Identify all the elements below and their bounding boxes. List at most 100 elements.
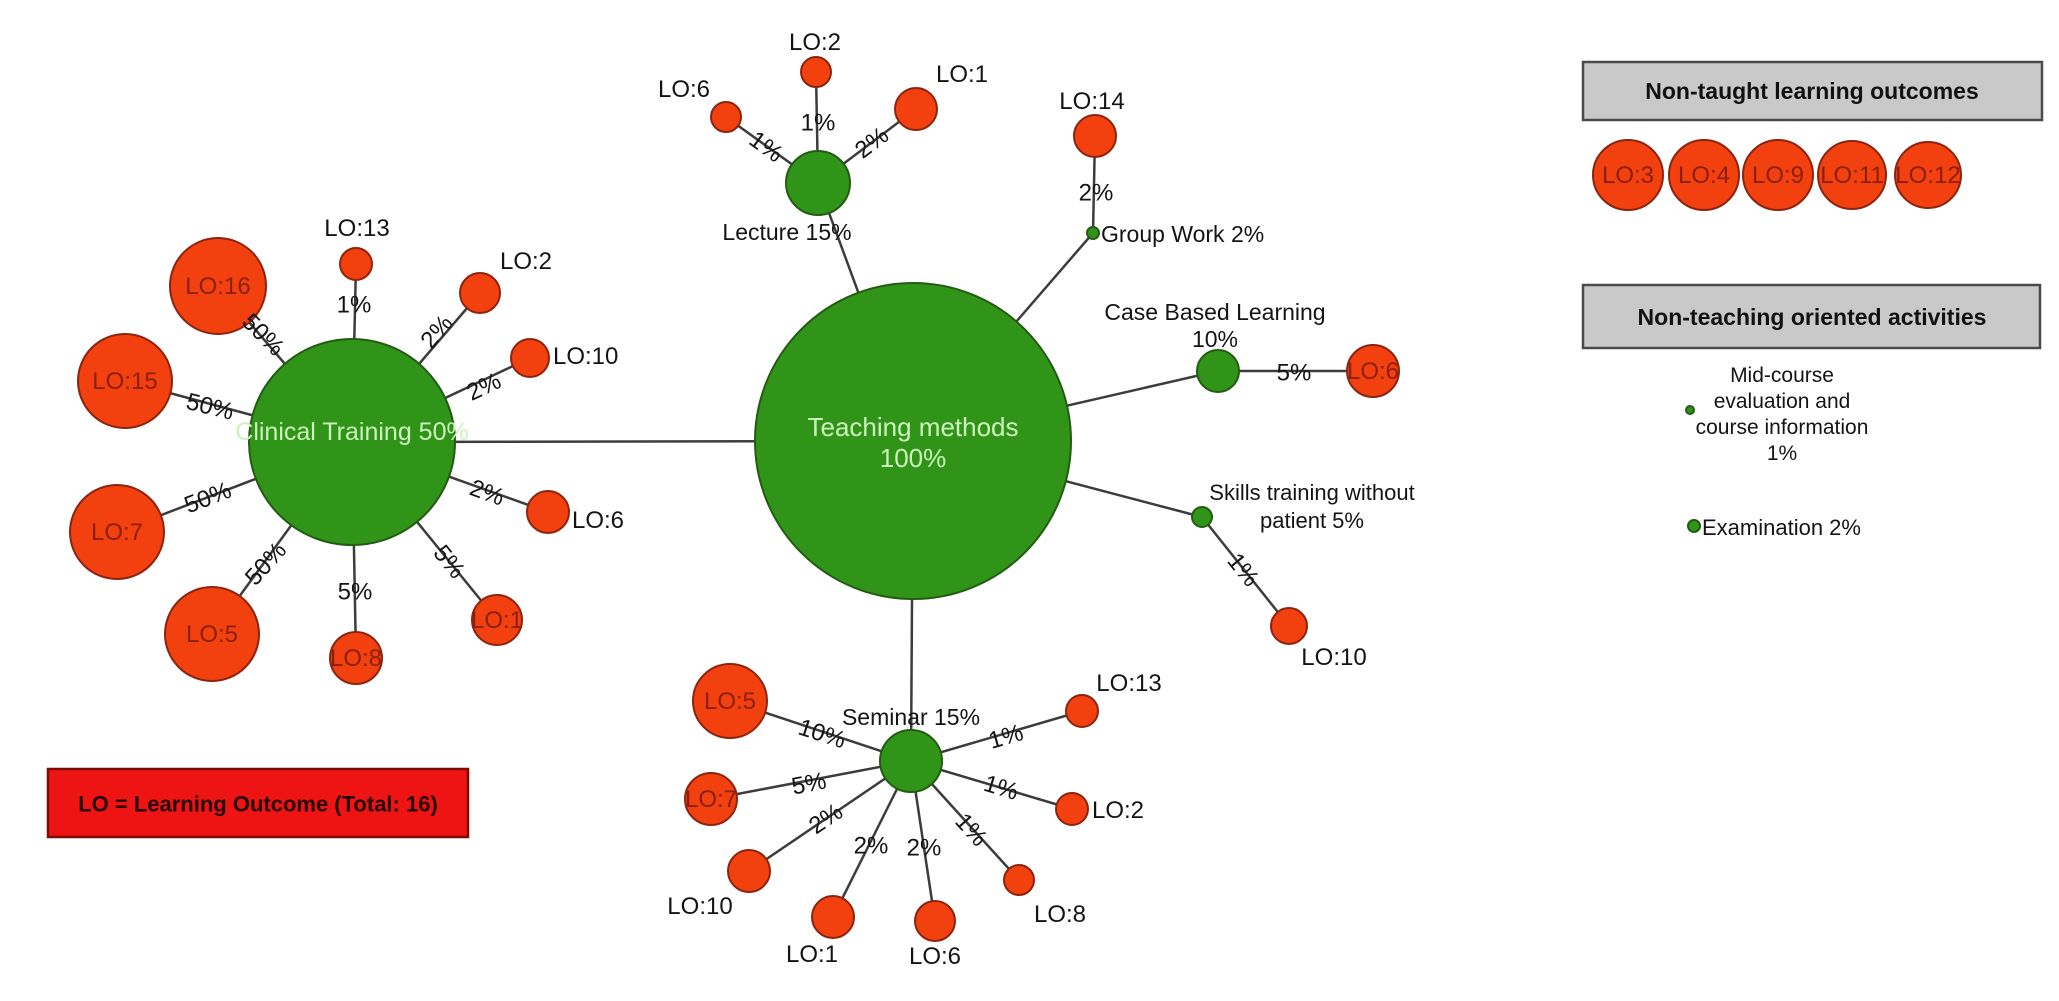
node-seminar-lo2 [1055, 792, 1089, 826]
label-lecture-lo1: LO:1 [936, 61, 988, 88]
edge-label-case-based-learning-casebased-lo6: 5% [1277, 360, 1312, 387]
node-lecture-lo6 [710, 101, 742, 133]
edge-label-clinical-training-clinical-lo15: 50% [183, 388, 236, 426]
label-clinical-training: Clinical Training 50% [235, 418, 468, 446]
node-nontaught-lo9 [1742, 139, 1814, 211]
label-clinical-lo1: LO:1 [471, 607, 523, 634]
node-clinical-lo13 [339, 247, 373, 281]
label-lecture-lo2: LO:2 [789, 29, 841, 56]
label-clinical-lo15: LO:15 [92, 368, 157, 395]
node-lecture-lo2 [800, 56, 832, 88]
edge-label-seminar-seminar-lo7: 5% [789, 767, 828, 800]
label-lecture: Lecture 15% [722, 219, 851, 245]
edge-label-lecture-lecture-lo2: 1% [801, 110, 836, 137]
node-nontaught-lo11 [1817, 140, 1887, 210]
node-seminar-lo1 [811, 895, 855, 939]
edge-seminar-seminar-lo10 [748, 759, 912, 873]
non-taught-header-box [1581, 60, 2044, 122]
label-seminar-lo8: LO:8 [1034, 901, 1086, 928]
edge-label-lecture-lecture-lo6: 1% [744, 126, 788, 168]
node-nontaught-lo3 [1592, 139, 1664, 211]
node-groupwork-lo14 [1073, 114, 1117, 158]
label-groupwork-lo14: LO:14 [1059, 88, 1124, 115]
edge-label-clinical-training-clinical-lo7: 50% [181, 477, 236, 519]
label-seminar-lo7: LO:7 [685, 786, 737, 813]
label-examination: Examination 2% [1702, 515, 1861, 540]
label-seminar-lo1: LO:1 [786, 941, 838, 968]
node-skills-lo10 [1270, 607, 1308, 645]
edge-label-seminar-seminar-lo6: 2% [907, 835, 942, 862]
non-teaching-header-box [1581, 283, 2042, 350]
non-taught-header-title: Non-taught learning outcomes [1645, 78, 1979, 104]
node-skills-training [1191, 506, 1213, 528]
label-clinical-lo16: LO:16 [185, 273, 250, 300]
label-clinical-lo10: LO:10 [553, 343, 618, 370]
edge-label-clinical-training-clinical-lo8: 5% [338, 579, 373, 606]
legend-text: LO = Learning Outcome (Total: 16) [78, 792, 438, 817]
label-nontaught-lo3: LO:3 [1602, 162, 1654, 189]
node-clinical-lo1 [471, 594, 523, 646]
edge-label-seminar-seminar-lo5: 10% [795, 714, 849, 755]
node-teaching-methods [754, 282, 1072, 600]
edge-label-seminar-seminar-lo13: 1% [986, 719, 1027, 755]
label-skills-lo10: LO:10 [1301, 644, 1366, 671]
node-seminar-lo13 [1065, 694, 1099, 728]
label-seminar-lo6: LO:6 [909, 943, 961, 970]
nodes-layer [69, 56, 1962, 942]
node-clinical-lo7 [69, 484, 165, 580]
node-casebased-lo6 [1346, 344, 1400, 398]
node-clinical-lo5 [164, 586, 260, 682]
node-seminar-lo5 [692, 663, 768, 739]
label-seminar-lo10: LO:10 [667, 893, 732, 920]
label-clinical-lo8: LO:8 [330, 645, 382, 672]
label-skills-training: Skills training without patient 5% [1209, 480, 1414, 533]
node-lecture [785, 150, 851, 216]
node-seminar [879, 729, 943, 793]
label-midcourse-evaluation: Mid-course evaluation and course informati… [1696, 364, 1869, 465]
edge-label-clinical-training-clinical-lo2: 2% [415, 310, 458, 354]
edge-label-seminar-seminar-lo2: 1% [980, 770, 1021, 806]
label-casebased-lo6: LO:6 [1347, 358, 1399, 385]
label-clinical-lo2: LO:2 [500, 248, 552, 275]
edge-label-clinical-training-clinical-lo13: 1% [337, 292, 372, 319]
label-seminar: Seminar 15% [842, 704, 980, 730]
non-teaching-panel: Non-teaching oriented activities [1581, 283, 2042, 350]
label-clinical-lo13: LO:13 [324, 215, 389, 242]
label-nontaught-lo4: LO:4 [1678, 162, 1730, 189]
node-clinical-lo10 [510, 338, 550, 378]
node-case-based-learning [1196, 349, 1240, 393]
label-seminar-lo5: LO:5 [704, 688, 756, 715]
edge-label-clinical-training-clinical-lo6: 2% [466, 474, 508, 511]
node-clinical-lo16 [169, 237, 267, 335]
node-lecture-lo1 [894, 87, 938, 131]
edge-label-seminar-seminar-lo10: 2% [804, 798, 848, 840]
label-clinical-lo5: LO:5 [186, 621, 238, 648]
node-nontaught-lo12 [1894, 141, 1962, 209]
edge-skills-training-skills-lo10 [1201, 516, 1290, 627]
node-seminar-lo6 [914, 900, 956, 942]
label-seminar-lo2: LO:2 [1092, 797, 1144, 824]
edge-seminar-seminar-lo7 [710, 759, 912, 801]
node-seminar-lo7 [684, 772, 738, 826]
node-midcourse-evaluation [1685, 405, 1695, 415]
label-clinical-lo7: LO:7 [91, 519, 143, 546]
node-clinical-training [248, 338, 456, 546]
label-clinical-lo6: LO:6 [572, 507, 624, 534]
node-labels-layer: Teaching methods 100% Clinical Training 50… [91, 29, 1961, 970]
label-nontaught-lo12: LO:12 [1895, 162, 1960, 189]
non-taught-panel: Non-taught learning outcomes [1581, 60, 2044, 122]
edge-label-group-work-groupwork-lo14: 2% [1079, 180, 1114, 207]
label-case-based-learning: Case Based Learning 10% [1104, 299, 1325, 352]
label-lecture-lo6: LO:6 [658, 76, 710, 103]
node-nontaught-lo4 [1668, 139, 1740, 211]
node-examination [1687, 519, 1701, 533]
node-clinical-lo6 [526, 490, 570, 534]
edge-label-seminar-seminar-lo1: 2% [854, 833, 889, 860]
label-nontaught-lo11: LO:11 [1820, 162, 1884, 189]
node-group-work [1086, 226, 1100, 240]
label-group-work: Group Work 2% [1101, 221, 1264, 247]
edge-label-clinical-training-clinical-lo1: 5% [428, 540, 471, 584]
edge-label-clinical-training-clinical-lo5: 50% [240, 537, 292, 591]
